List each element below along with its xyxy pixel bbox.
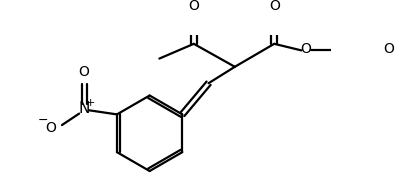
Text: O: O: [269, 0, 280, 13]
Text: O: O: [45, 121, 56, 135]
Text: O: O: [79, 65, 89, 79]
Text: O: O: [188, 0, 199, 13]
Text: N: N: [78, 101, 90, 116]
Text: +: +: [86, 98, 95, 108]
Text: O: O: [384, 42, 394, 56]
Text: O: O: [300, 42, 311, 56]
Text: −: −: [38, 114, 48, 127]
